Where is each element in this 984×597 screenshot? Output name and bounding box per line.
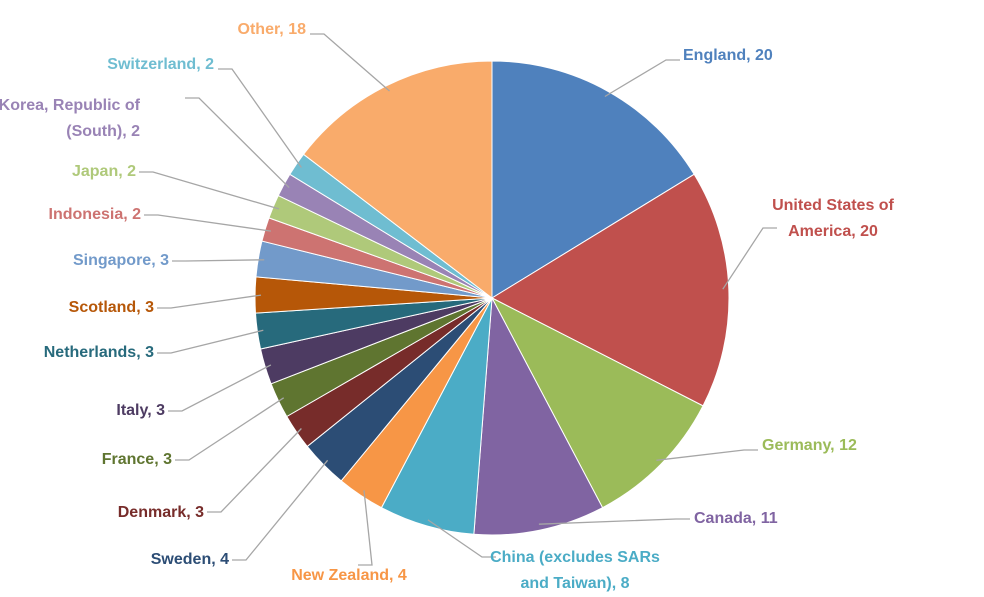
leader-line-united-states-of-america [722, 227, 777, 290]
slice-label-scotland: Scotland, 3 [69, 299, 154, 316]
leader-line-scotland [157, 294, 262, 309]
leader-line-singapore [172, 259, 265, 262]
leader-line-germany [656, 449, 758, 461]
slice-label-denmark: Denmark, 3 [118, 504, 204, 521]
pie-slices [254, 60, 730, 536]
leader-line-switzerland [218, 68, 302, 168]
slice-label-korea-republic-of-south: Korea, Republic of (South), 2 [0, 97, 141, 140]
leader-line-netherlands [157, 329, 264, 354]
slice-label-other: Other, 18 [238, 21, 307, 38]
leader-line-other [310, 33, 390, 92]
slice-label-germany: Germany, 12 [762, 437, 857, 454]
leader-line-korea-republic-of-south [185, 97, 290, 189]
leader-line-france [175, 397, 285, 461]
leader-line-indonesia [144, 214, 271, 232]
pie-slice-germany [490, 296, 704, 509]
slice-labels: England, 20 United States of America, 20 Ge… [0, 21, 895, 592]
leader-line-italy [168, 364, 272, 412]
slice-label-indonesia: Indonesia, 2 [49, 206, 142, 223]
pie-slice-canada [473, 296, 604, 536]
leader-line-china-excludes-sars-and-taiwan [427, 519, 496, 558]
slice-label-japan: Japan, 2 [72, 163, 136, 180]
slice-label-england: England, 20 [683, 47, 773, 64]
leader-line-japan [139, 171, 280, 210]
slice-label-singapore: Singapore, 3 [73, 252, 169, 269]
leader-line-canada [538, 518, 690, 525]
slice-label-canada: Canada, 11 [694, 510, 778, 527]
slice-label-new-zealand: New Zealand, 4 [291, 567, 407, 584]
pie-slice-other [302, 60, 493, 300]
leader-line-england [604, 59, 680, 98]
slice-label-switzerland: Switzerland, 2 [107, 56, 214, 73]
leader-lines [139, 33, 777, 566]
pie-slice-united-states-of-america [490, 173, 730, 407]
slice-label-italy: Italy, 3 [116, 402, 165, 419]
leader-line-denmark [207, 428, 302, 513]
slice-label-sweden: Sweden, 4 [151, 551, 229, 568]
leader-line-new-zealand [358, 490, 373, 566]
slice-label-france: France, 3 [102, 451, 172, 468]
slice-label-united-states-of-america: United States of America, 20 [772, 197, 894, 240]
slice-label-china-excludes-sars-and-taiwan: China (excludes SARs and Taiwan), 8 [490, 549, 660, 592]
leader-line-sweden [232, 459, 329, 561]
pie-slice-england [491, 60, 695, 299]
slice-label-netherlands: Netherlands, 3 [44, 344, 154, 361]
